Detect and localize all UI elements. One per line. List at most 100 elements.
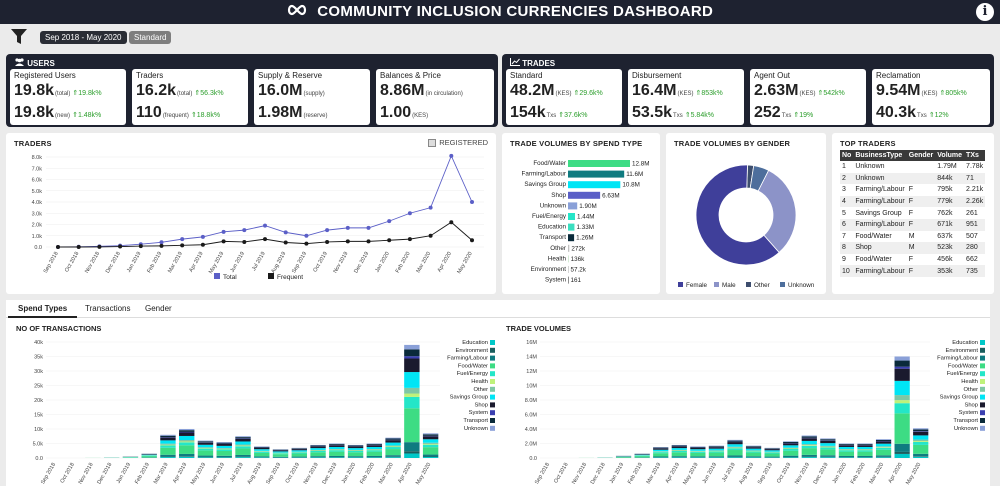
stacked-bar-segment <box>179 442 195 446</box>
stacked-bar-segment <box>404 442 420 452</box>
table-cell: F <box>906 195 936 208</box>
stacked-bar-segment <box>820 446 836 448</box>
y-tick-label: 2.0M <box>525 442 538 448</box>
series-line-total <box>57 154 473 248</box>
kpi-delta: ⇑56.3k% <box>194 90 224 97</box>
x-tick-label: Oct 2018 <box>64 251 80 273</box>
table-cell: 2.26k <box>964 195 986 208</box>
table-row[interactable]: 7 Food/Water M 637k 507 <box>840 231 985 243</box>
stacked-bar-segment <box>894 451 910 454</box>
stacked-bar-segment <box>764 449 780 451</box>
stacked-bar-segment <box>422 436 439 440</box>
stacked-bar-segment <box>272 453 289 455</box>
stacked-bar-segment <box>894 403 910 414</box>
y-tick-label: 3.0k <box>32 211 43 217</box>
tab-spend-types[interactable]: Spend Types <box>8 300 78 318</box>
legend-swatch <box>490 394 495 400</box>
x-tick-label: Oct 2019 <box>312 251 328 273</box>
stacked-bar-segment <box>216 443 232 446</box>
legend-swatch <box>980 355 985 361</box>
table-row[interactable]: 3 Farming/Labour F 795k 2.21k <box>840 184 985 196</box>
users-panel: USERS Registered Users 19.8k(total) ⇑19.8… <box>6 54 498 127</box>
table-cell: Food/Water <box>855 256 892 264</box>
stacked-bar-segment <box>160 434 176 436</box>
stacked-bar-segment <box>235 438 251 442</box>
stacked-bar-segment <box>913 428 929 430</box>
stacked-bar-segment <box>329 444 345 445</box>
kpi-value: 1.98M <box>258 104 303 121</box>
stacked-bar-segment <box>160 435 176 438</box>
table-cell: 7 <box>842 232 846 240</box>
kpi-value: 19.8k <box>14 104 55 121</box>
stacked-bar-segment <box>783 441 799 442</box>
legend-label: Unknown <box>464 426 488 432</box>
filter-icon[interactable] <box>10 28 28 51</box>
stacked-bar-segment <box>272 449 289 451</box>
kpi-value: 8.86M <box>380 82 425 99</box>
data-label: 272k <box>571 245 586 252</box>
data-point <box>366 225 371 230</box>
column-header[interactable]: Gender <box>906 150 936 161</box>
legend-label: Unknown <box>788 282 815 289</box>
info-button[interactable]: i <box>976 3 994 21</box>
bar <box>568 266 569 273</box>
x-tick-label: Oct 2018 <box>60 462 76 484</box>
stacked-bar-segment <box>197 442 214 445</box>
stacked-bar-segment <box>272 456 289 458</box>
stacked-bar-segment <box>745 448 762 451</box>
stacked-bar-segment <box>783 443 799 446</box>
tab-transactions[interactable]: Transactions <box>85 304 131 313</box>
table-row[interactable]: 1 Unknown 1.79M 7.78k <box>840 161 985 173</box>
stacked-bar-segment <box>838 457 855 458</box>
stacked-bar-segment <box>671 452 687 457</box>
kpi-value: 252 <box>754 104 781 121</box>
supply-reserve-card: Supply & Reserve 16.0M(supply) 1.98M(res… <box>254 69 370 125</box>
stacked-bar-segment <box>160 444 176 446</box>
registered-checkbox[interactable] <box>428 139 437 148</box>
stacked-bar-segment <box>894 443 910 452</box>
x-tick-label: Aug 2019 <box>738 462 755 485</box>
stacked-bar-segment <box>857 445 873 447</box>
table-row[interactable]: 6 Farming/Labour F 671k 951 <box>840 218 986 231</box>
table-row[interactable]: 2 Unknown 844k 71 <box>840 172 986 185</box>
y-tick-label: 2.0k <box>32 223 43 229</box>
legend-swatch <box>490 371 495 377</box>
stacked-bar-segment <box>708 447 725 449</box>
stacked-bar-segment <box>634 454 650 456</box>
kpi-value: 1.00 <box>380 104 412 121</box>
table-row[interactable]: 8 Shop M 523k 280 <box>840 242 986 254</box>
stacked-bar-segment <box>801 454 817 457</box>
registered-toggle[interactable]: REGISTERED <box>428 138 488 148</box>
stacked-bar-segment <box>404 349 420 357</box>
stacked-bar-segment <box>820 447 836 450</box>
table-row[interactable]: 9 Food/Water F 456k 662 <box>840 254 985 266</box>
legend-label: Total <box>223 274 237 281</box>
column-header[interactable]: Volume <box>935 150 965 161</box>
stacked-bar-segment <box>179 431 195 433</box>
table-row[interactable]: 10 Farming/Labour F 353k 735 <box>840 265 986 277</box>
kpi-unit: (KES) <box>412 113 429 119</box>
table-row[interactable]: 5 Savings Group F 762k 261 <box>840 207 985 219</box>
x-tick-label: Aug 2019 <box>247 462 264 485</box>
kpi-unit: Txs <box>546 113 557 119</box>
table-row[interactable]: 4 Farming/Labour F 779k 2.26k <box>840 195 986 208</box>
stacked-bar-segment <box>216 450 232 456</box>
data-point <box>407 211 412 216</box>
stacked-bar-segment <box>690 451 706 453</box>
kpi-label: Traders <box>136 71 164 80</box>
date-range-badge[interactable]: Sep 2018 - May 2020 <box>40 31 127 44</box>
data-point <box>242 239 247 244</box>
table-cell: 507 <box>966 232 978 240</box>
mode-badge[interactable]: Standard <box>129 31 172 44</box>
data-label: 1.33M <box>576 224 594 231</box>
stacked-bar-segment <box>653 456 669 458</box>
x-tick-label: Nov 2019 <box>303 462 320 485</box>
tab-gender[interactable]: Gender <box>145 304 172 313</box>
y-tick-label: 1.0k <box>32 234 43 240</box>
x-tick-label: Jul 2019 <box>251 251 267 272</box>
column-header[interactable]: BusinessType <box>853 150 907 161</box>
column-header[interactable]: No <box>840 150 854 161</box>
stacked-bar-segment <box>235 457 251 458</box>
table-cell: 2 <box>840 172 854 185</box>
column-header[interactable]: TXs <box>964 150 986 161</box>
